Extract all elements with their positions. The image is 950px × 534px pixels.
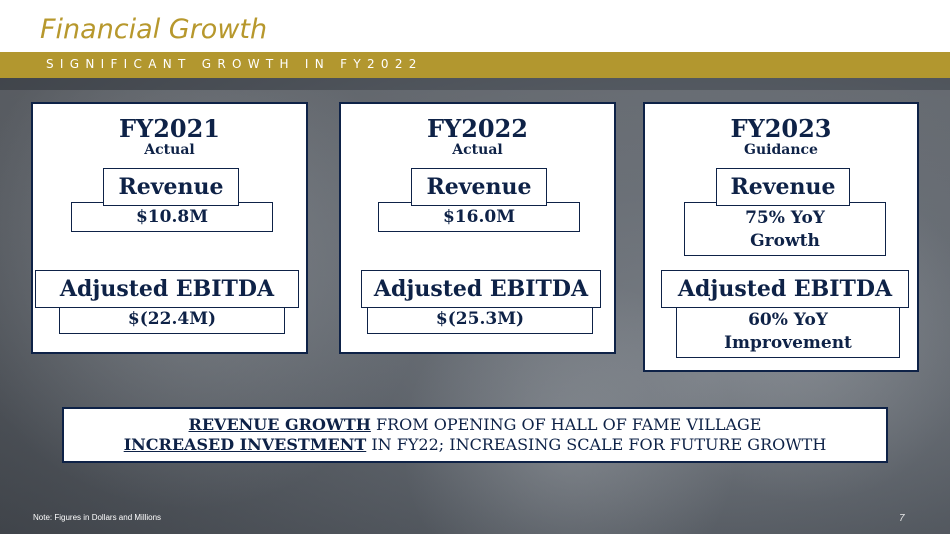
page-subtitle: SIGNIFICANT GROWTH IN FY2022 [46,57,423,71]
card-fy2021: FY2021 Actual $10.8M Revenue $(22.4M) Ad… [31,102,308,354]
ebitda-label: Adjusted EBITDA [361,270,601,308]
banner-line-2-emphasis: INCREASED INVESTMENT [123,435,367,454]
banner-line-1: REVENUE GROWTH FROM OPENING OF HALL OF F… [64,415,886,435]
ebitda-value: $(22.4M) [59,304,285,334]
subtitle-band [0,52,950,78]
card-label: Actual [144,142,195,158]
banner-line-1-emphasis: REVENUE GROWTH [188,415,371,434]
banner-line-2-text: IN FY22; INCREASING SCALE FOR FUTURE GRO… [366,435,827,454]
card-year: FY2022 [427,114,528,143]
card-year: FY2023 [730,114,832,143]
revenue-label: Revenue [411,168,547,206]
ebitda-label: Adjusted EBITDA [661,270,909,308]
ebitda-value: $(25.3M) [367,304,593,334]
revenue-value: $16.0M [378,202,580,232]
page-number: 7 [899,513,905,524]
header-bar: Financial Growth [0,0,950,52]
banner-line-2: INCREASED INVESTMENT IN FY22; INCREASING… [64,435,886,455]
revenue-value-line1: 75% YoY [745,208,825,228]
summary-banner: REVENUE GROWTH FROM OPENING OF HALL OF F… [62,407,888,463]
card-label: Guidance [744,142,818,158]
ebitda-value-line1: 60% YoY [748,310,828,330]
card-fy2023: FY2023 Guidance 75% YoY Growth Revenue 6… [643,102,919,372]
revenue-value: $10.8M [71,202,273,232]
revenue-label: Revenue [103,168,239,206]
ebitda-value: 60% YoY Improvement [676,304,900,358]
banner-line-1-text: FROM OPENING OF HALL OF FAME VILLAGE [370,415,762,434]
card-fy2022: FY2022 Actual $16.0M Revenue $(25.3M) Ad… [339,102,616,354]
revenue-value: 75% YoY Growth [684,202,886,256]
card-label: Actual [452,142,503,158]
page-title: Financial Growth [40,14,268,45]
revenue-value-line2: Growth [750,231,820,251]
ebitda-value-line2: Improvement [724,333,852,353]
revenue-label: Revenue [716,168,850,206]
ebitda-label: Adjusted EBITDA [35,270,299,308]
footnote: Note: Figures in Dollars and Millions [33,513,162,522]
card-year: FY2021 [119,114,220,143]
